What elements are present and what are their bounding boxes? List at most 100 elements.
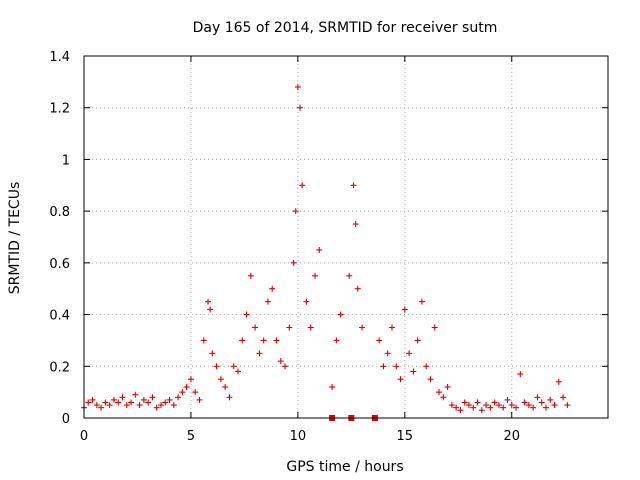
data-point <box>393 363 400 370</box>
x-tick-label: 20 <box>503 429 520 444</box>
data-point <box>286 324 293 331</box>
data-point <box>483 402 490 409</box>
data-point <box>175 394 182 401</box>
data-point <box>179 389 186 396</box>
y-tick-label: 0.4 <box>49 309 70 324</box>
x-axis-label: GPS time / hours <box>286 459 403 475</box>
data-point <box>329 383 336 390</box>
data-point <box>217 376 224 383</box>
data-point <box>427 376 434 383</box>
data-point <box>530 404 537 411</box>
data-point <box>132 391 139 398</box>
data-point <box>431 324 438 331</box>
x-tick-label: 15 <box>397 429 414 444</box>
x-axis: 0 5 10 15 20 <box>80 56 520 444</box>
data-point <box>534 394 541 401</box>
plot-frame <box>83 55 609 419</box>
data-point <box>333 337 340 344</box>
x-tick-label: 5 <box>187 429 195 444</box>
x-tick-label: 10 <box>290 429 307 444</box>
data-point <box>292 208 299 215</box>
data-point <box>252 324 259 331</box>
data-point <box>299 182 306 189</box>
data-point <box>406 350 413 357</box>
data-point <box>307 324 314 331</box>
y-tick-label: 1.2 <box>49 102 70 117</box>
data-point <box>521 399 528 406</box>
data-point <box>564 402 571 409</box>
data-point <box>102 399 109 406</box>
data-point <box>166 396 173 403</box>
data-point <box>470 404 477 411</box>
data-point <box>162 399 169 406</box>
data-point <box>397 376 404 383</box>
data-point <box>316 246 323 253</box>
data-point <box>495 402 502 409</box>
data-point <box>98 404 105 411</box>
y-axis: 0 0.2 0.4 0.6 0.8 1 1.2 1.4 <box>49 50 608 427</box>
data-point <box>170 402 177 409</box>
data-point <box>517 371 524 378</box>
data-point <box>508 402 515 409</box>
data-point <box>423 363 430 370</box>
data-point <box>145 399 152 406</box>
data-point <box>230 363 237 370</box>
data-point <box>547 396 554 403</box>
data-point <box>183 383 190 390</box>
data-point <box>123 402 130 409</box>
data-point <box>418 298 425 305</box>
x-tick-label: 0 <box>80 429 88 444</box>
data-point <box>277 358 284 365</box>
data-point <box>410 368 417 375</box>
data-point <box>136 402 143 409</box>
data-point <box>513 404 520 411</box>
data-point <box>376 337 383 344</box>
data-point <box>487 404 494 411</box>
data-point <box>538 399 545 406</box>
data-point <box>474 399 481 406</box>
grid <box>84 56 608 418</box>
data-point <box>478 407 485 414</box>
data-point <box>359 324 366 331</box>
data-point <box>297 104 304 111</box>
data-point <box>555 378 562 385</box>
data-point <box>192 389 199 396</box>
data-point <box>128 399 135 406</box>
data-point <box>119 394 126 401</box>
data-point <box>303 298 310 305</box>
data-point <box>352 221 359 228</box>
data-point <box>205 298 212 305</box>
data-point <box>491 399 498 406</box>
data-point <box>346 272 353 279</box>
y-tick-label: 0.6 <box>49 257 70 272</box>
data-point <box>222 383 229 390</box>
data-point <box>140 396 147 403</box>
data-point <box>187 376 194 383</box>
data-point <box>200 337 207 344</box>
data-point <box>350 182 357 189</box>
data-point <box>196 396 203 403</box>
data-point <box>500 404 507 411</box>
data-point <box>282 363 289 370</box>
data-point <box>149 394 156 401</box>
data-point <box>106 402 113 409</box>
data-point <box>380 363 387 370</box>
data-point <box>354 285 361 292</box>
data-point <box>256 350 263 357</box>
data-point <box>213 363 220 370</box>
data-point <box>153 404 160 411</box>
data-point <box>209 350 216 357</box>
data-point <box>294 84 301 91</box>
data-point <box>85 399 92 406</box>
data-point <box>243 311 250 318</box>
data-point <box>226 394 233 401</box>
data-point <box>440 394 447 401</box>
y-tick-label: 0.8 <box>49 205 70 220</box>
data-point <box>89 396 96 403</box>
data-point <box>207 306 214 313</box>
data-point <box>465 402 472 409</box>
data-point <box>551 402 558 409</box>
data-point <box>264 298 271 305</box>
data-point <box>401 306 408 313</box>
data-point <box>414 337 421 344</box>
